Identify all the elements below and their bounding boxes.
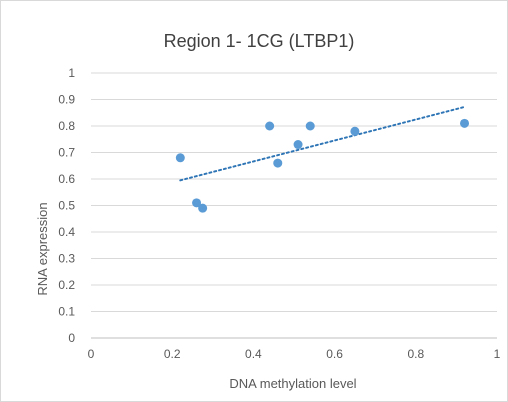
data-point bbox=[350, 126, 360, 136]
chart-title: Region 1- 1CG (LTBP1) bbox=[164, 31, 355, 51]
y-tick-label: 0.1 bbox=[58, 305, 75, 319]
axes: 0 0.1 0.2 0.3 0.4 0.5 0.6 0.7 0.8 0.9 1 0 0.2 0.4 0.6 0… bbox=[58, 66, 500, 361]
y-tick-label: 0.4 bbox=[58, 225, 75, 239]
data-point bbox=[460, 118, 470, 128]
data-point bbox=[198, 203, 208, 213]
x-tick-label: 0.8 bbox=[407, 347, 424, 361]
gridlines bbox=[91, 72, 497, 312]
y-tick-label: 0.5 bbox=[58, 199, 75, 213]
data-point bbox=[293, 140, 303, 150]
data-point bbox=[305, 121, 315, 131]
y-tick-label: 0.8 bbox=[58, 119, 75, 133]
y-tick-label: 0.9 bbox=[58, 93, 75, 107]
y-tick-label: 0 bbox=[68, 331, 75, 345]
data-point bbox=[192, 198, 202, 208]
x-tick-label: 0.6 bbox=[326, 347, 343, 361]
y-tick-label: 0.6 bbox=[58, 172, 75, 186]
data-point bbox=[175, 153, 185, 163]
y-tick-label: 0.3 bbox=[58, 252, 75, 266]
y-tick-label: 0.7 bbox=[58, 146, 75, 160]
data-points bbox=[175, 118, 470, 213]
trendline bbox=[179, 105, 466, 182]
y-axis-title: RNA expression bbox=[35, 202, 50, 295]
x-tick-label: 1 bbox=[494, 347, 501, 361]
x-tick-label: 0.2 bbox=[164, 347, 181, 361]
x-tick-label: 0.4 bbox=[245, 347, 262, 361]
data-point bbox=[265, 121, 275, 131]
x-tick-label: 0 bbox=[88, 347, 95, 361]
data-point bbox=[273, 158, 283, 168]
y-tick-label: 1 bbox=[68, 66, 75, 80]
trendline-group bbox=[179, 105, 466, 182]
y-tick-label: 0.2 bbox=[58, 278, 75, 292]
x-axis-title: DNA methylation level bbox=[229, 376, 356, 391]
